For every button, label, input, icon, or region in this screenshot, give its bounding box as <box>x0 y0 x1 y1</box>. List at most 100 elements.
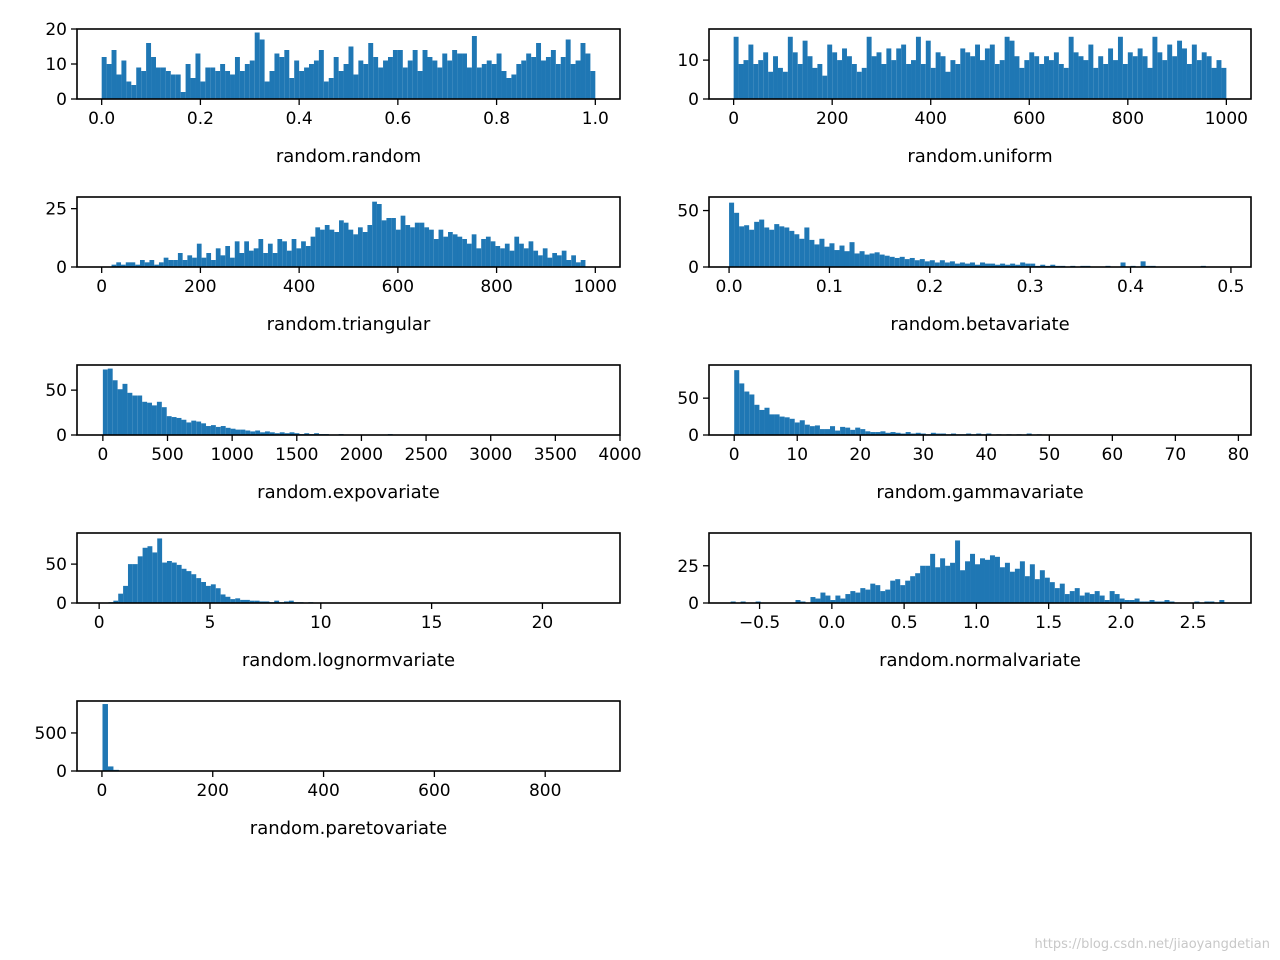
x-tick-label: 1.0 <box>582 109 609 129</box>
bar <box>196 578 202 603</box>
bar <box>743 60 749 99</box>
bar <box>121 60 127 99</box>
bar <box>171 417 177 435</box>
bar <box>215 71 221 99</box>
bar <box>259 39 265 99</box>
bar <box>187 255 193 267</box>
x-tick-label: 400 <box>307 781 339 801</box>
bar <box>910 576 916 603</box>
bar <box>758 60 764 99</box>
bar <box>376 204 382 267</box>
bar <box>930 553 936 603</box>
y-tick-label: 50 <box>45 555 67 575</box>
bar <box>1114 594 1120 603</box>
x-axis-label: random.paretovariate <box>250 818 447 839</box>
bar <box>861 67 867 99</box>
bar <box>372 201 377 267</box>
bar <box>466 67 472 99</box>
bar <box>1172 56 1178 99</box>
bar <box>542 248 548 267</box>
bar <box>1182 48 1187 99</box>
bar <box>1069 591 1075 603</box>
bar <box>419 222 425 267</box>
bar <box>448 232 453 267</box>
bar <box>920 565 926 603</box>
bar <box>151 57 156 99</box>
bar <box>925 40 931 99</box>
x-tick-label: 0.2 <box>916 277 943 297</box>
bar <box>930 432 936 435</box>
bar <box>774 224 780 267</box>
bar <box>889 256 895 267</box>
bar <box>815 598 821 603</box>
bar <box>885 589 891 603</box>
bar <box>264 81 270 99</box>
bar <box>343 222 349 267</box>
bar <box>107 368 113 435</box>
bar <box>733 36 739 99</box>
bar <box>245 430 251 435</box>
bar <box>248 250 254 267</box>
bar <box>1004 36 1010 99</box>
bar <box>491 64 497 99</box>
bar <box>509 250 515 267</box>
bar <box>177 253 183 267</box>
x-tick-label: 2500 <box>404 445 447 465</box>
bar <box>443 236 449 267</box>
bar <box>240 429 246 435</box>
bar <box>819 429 825 435</box>
bar <box>392 50 398 99</box>
bar <box>158 262 164 267</box>
bar <box>1048 60 1054 99</box>
bar <box>485 236 491 267</box>
bar <box>201 423 207 435</box>
bar <box>934 262 940 267</box>
bar <box>353 74 359 99</box>
bar <box>1084 592 1090 603</box>
bar <box>1063 67 1069 99</box>
bar <box>107 766 114 771</box>
bar <box>249 600 255 603</box>
bar <box>1149 600 1155 603</box>
bar <box>481 64 487 99</box>
x-tick-label: 0.8 <box>483 109 510 129</box>
bar <box>759 219 765 267</box>
bar <box>782 71 788 99</box>
bar <box>186 422 192 435</box>
bar <box>239 71 245 99</box>
bar <box>945 565 951 603</box>
bar <box>969 262 975 267</box>
bar <box>896 48 902 99</box>
bar <box>787 36 793 99</box>
bar <box>521 60 527 99</box>
bar <box>575 262 581 267</box>
bar <box>570 64 576 99</box>
bar <box>191 574 197 603</box>
bar <box>1124 600 1130 603</box>
bar <box>165 71 171 99</box>
bar <box>225 427 231 435</box>
x-tick-label: 40 <box>975 445 997 465</box>
bar <box>215 588 221 603</box>
bar <box>144 262 150 267</box>
bar <box>999 567 1005 603</box>
bar <box>1103 64 1109 99</box>
axes-frame <box>76 532 621 604</box>
bar <box>315 227 321 267</box>
bar <box>113 600 119 603</box>
bar <box>999 60 1005 99</box>
bar <box>286 250 292 267</box>
x-tick-label: 60 <box>1102 445 1124 465</box>
bar <box>291 239 297 267</box>
bar <box>1211 67 1217 99</box>
bar <box>1162 60 1168 99</box>
bar <box>749 394 755 435</box>
bar <box>773 56 778 99</box>
bar <box>829 243 835 267</box>
y-tick-label: 50 <box>677 202 699 222</box>
bar <box>955 64 961 99</box>
bar <box>136 67 142 99</box>
bar <box>789 230 795 267</box>
bar <box>1221 67 1227 99</box>
x-tick-label: 0.4 <box>1117 277 1144 297</box>
